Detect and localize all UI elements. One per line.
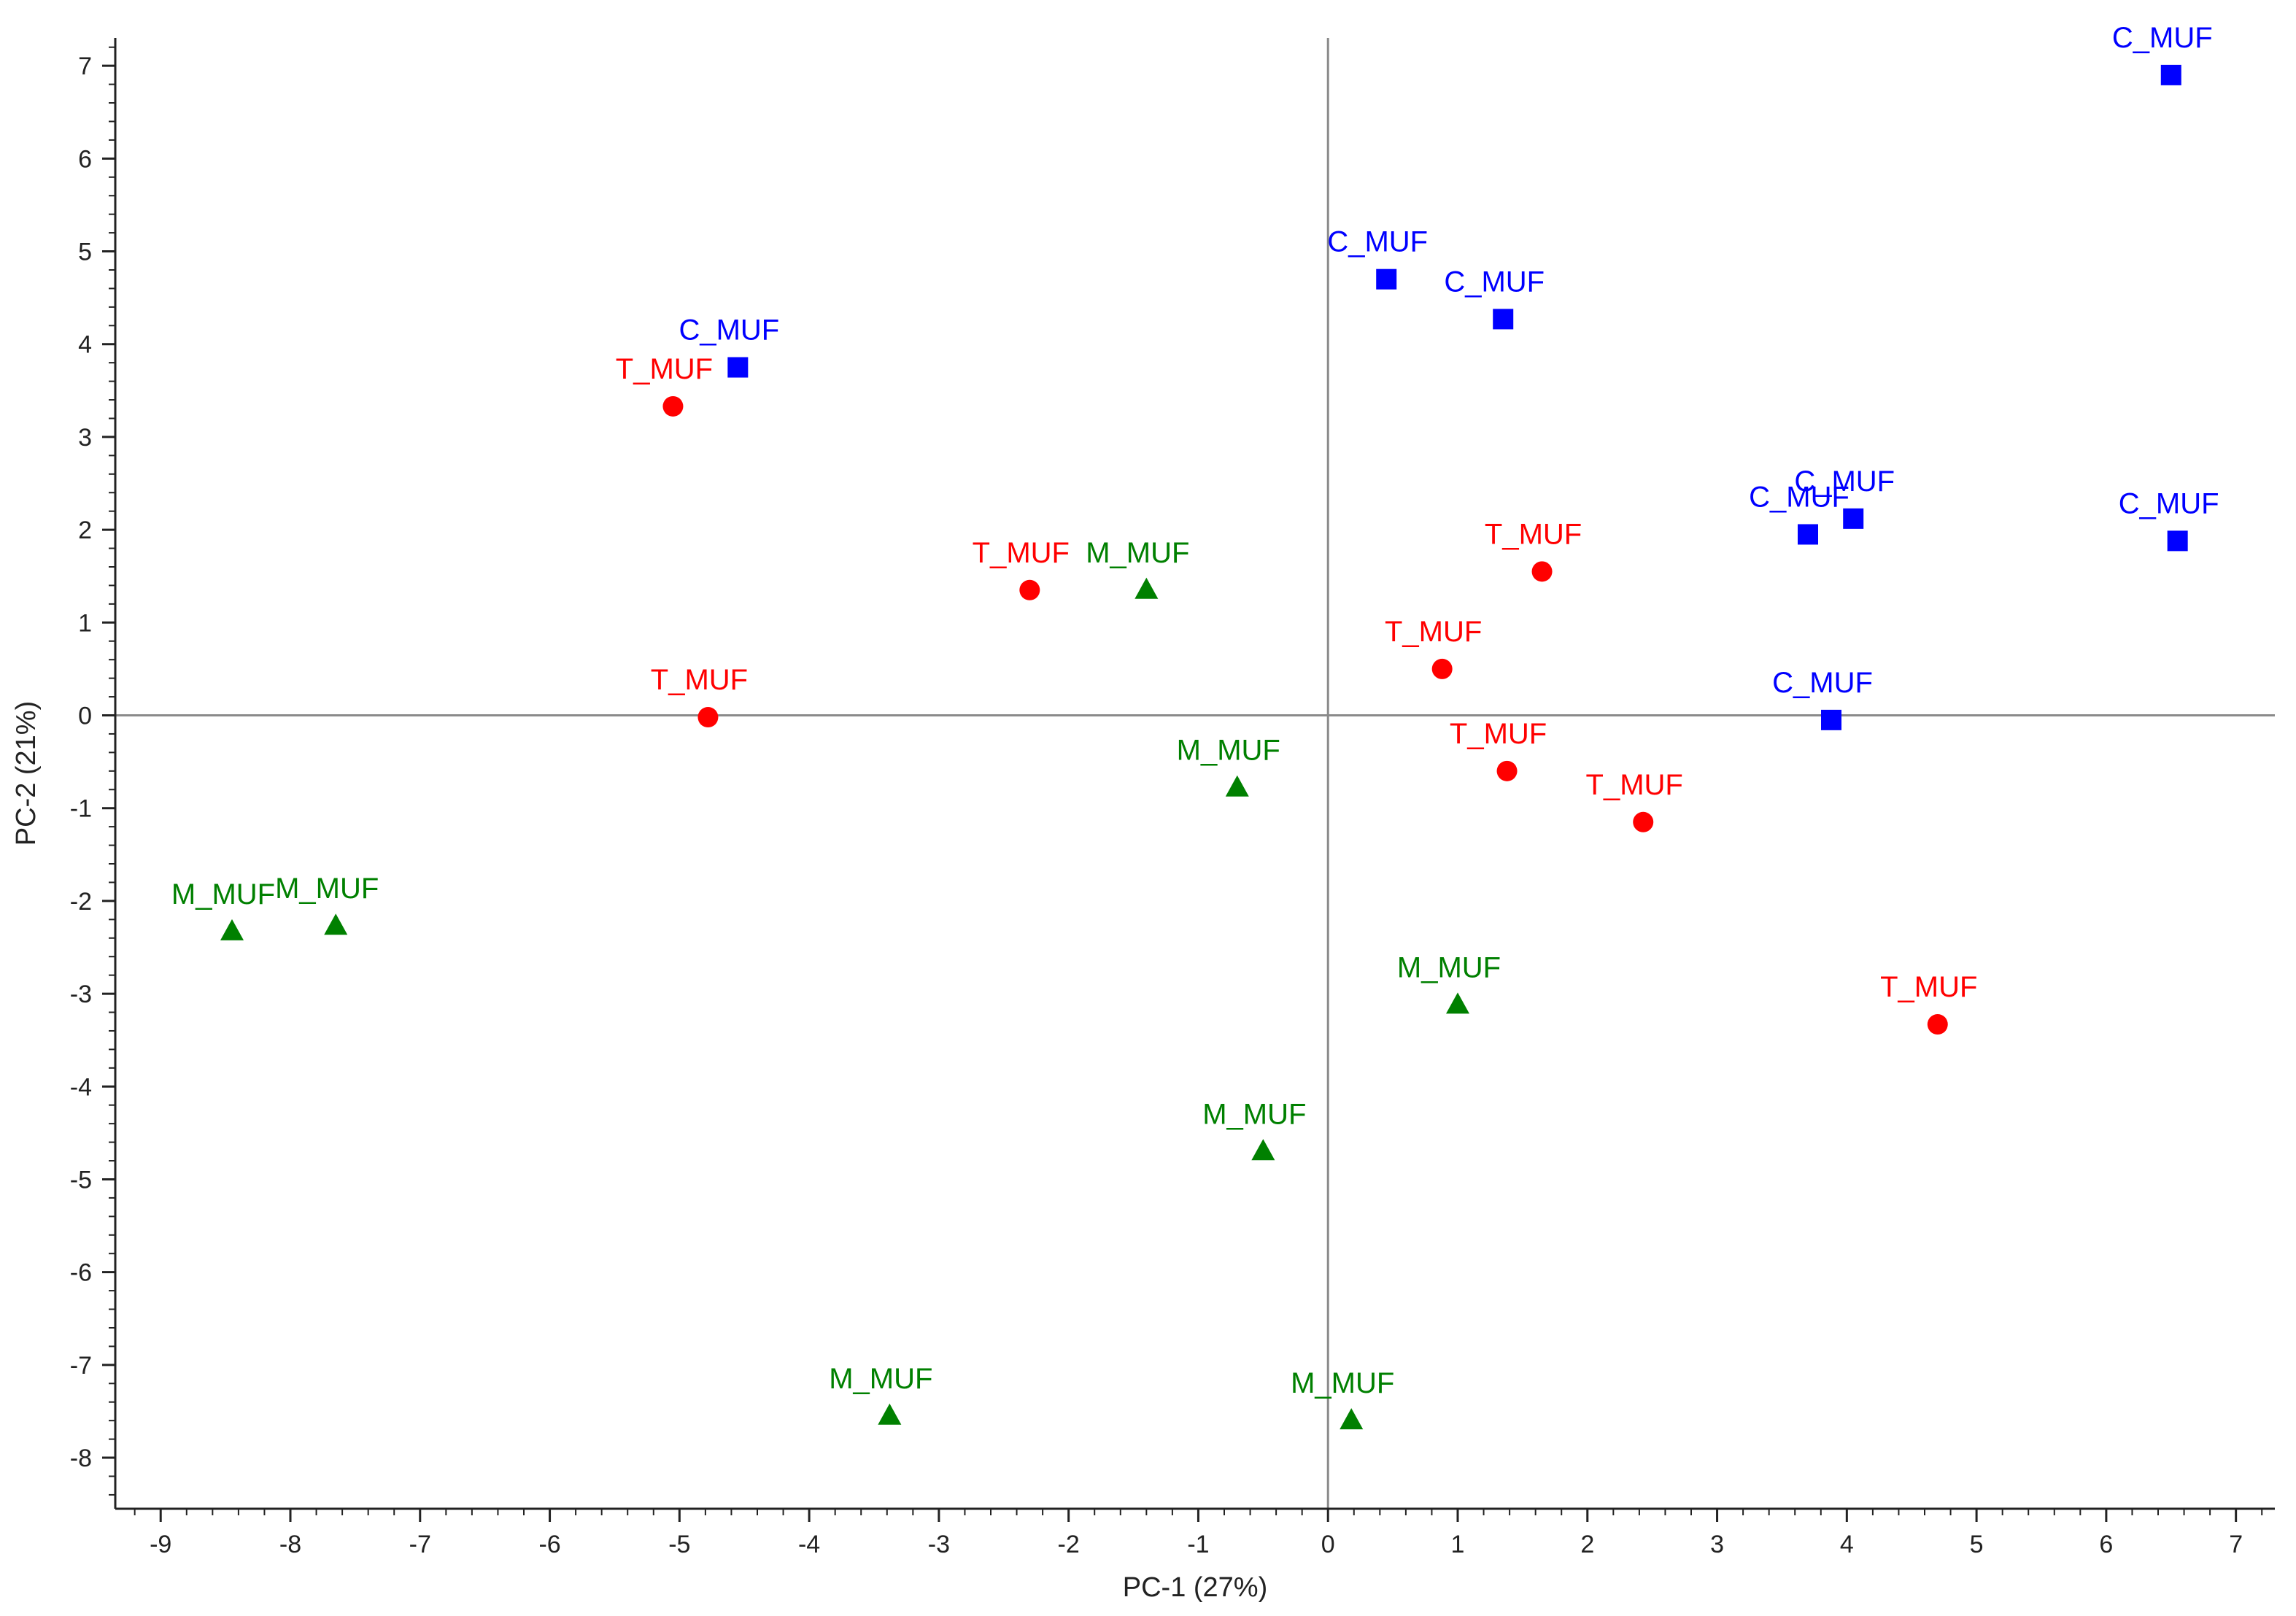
x-axis-ticks: -9 -8 -7 -6 -5 -4 -3 -2 -1 0 1 2 3 4 5 6 7 <box>134 1509 2263 1558</box>
point-label: M_MUF <box>1202 1098 1306 1130</box>
y-tick-label: -2 <box>70 888 92 916</box>
x-tick-label: 2 <box>1580 1531 1594 1558</box>
c-muf-marker <box>1493 309 1514 330</box>
c-muf-marker <box>727 357 749 378</box>
y-tick-label: 5 <box>78 239 92 266</box>
y-tick-label: 4 <box>78 331 92 359</box>
m-muf-marker <box>324 913 348 935</box>
point-label: M_MUF <box>1397 951 1501 983</box>
y-tick-label: -3 <box>70 981 92 1008</box>
point-label: C_MUF <box>1772 667 1873 699</box>
y-tick-label: 6 <box>78 145 92 173</box>
x-tick-label: -6 <box>538 1531 560 1558</box>
point-label: M_MUF <box>1086 537 1189 569</box>
x-tick-label: 1 <box>1451 1531 1465 1558</box>
m-muf-marker <box>1251 1139 1275 1161</box>
y-tick-label: 0 <box>78 703 92 730</box>
point-label: C_MUF <box>1794 465 1895 498</box>
y-tick-label: -8 <box>70 1445 92 1472</box>
x-tick-label: 4 <box>1840 1531 1854 1558</box>
point-label: C_MUF <box>2112 22 2213 54</box>
point-labels: C_MUFC_MUFC_MUFC_MUFC_MUFC_MUFC_MUFC_MUF… <box>171 22 2219 1399</box>
c-muf-marker <box>1376 268 1397 290</box>
point-label: M_MUF <box>829 1363 932 1395</box>
x-tick-label: -7 <box>409 1531 431 1558</box>
t-muf-marker <box>1019 579 1040 600</box>
data-markers <box>220 64 2188 1430</box>
m-muf-marker <box>1340 1408 1364 1430</box>
x-tick-label: -2 <box>1058 1531 1080 1558</box>
point-label: T_MUF <box>1485 518 1582 550</box>
point-label: T_MUF <box>1450 718 1547 750</box>
x-tick-label: 3 <box>1710 1531 1724 1558</box>
y-tick-label: -5 <box>70 1166 92 1194</box>
point-label: T_MUF <box>1385 616 1482 648</box>
x-tick-label: -8 <box>279 1531 301 1558</box>
point-label: M_MUF <box>171 878 275 911</box>
x-tick-label: 5 <box>1970 1531 1984 1558</box>
y-axis-title: PC-2 (21%) <box>11 701 42 846</box>
y-tick-label: 7 <box>78 53 92 80</box>
x-tick-label: -1 <box>1187 1531 1209 1558</box>
x-tick-label: -5 <box>668 1531 690 1558</box>
y-tick-label: 3 <box>78 424 92 452</box>
t-muf-marker <box>1496 760 1518 781</box>
point-label: M_MUF <box>1291 1367 1394 1399</box>
t-muf-marker <box>697 707 719 728</box>
point-label: C_MUF <box>1327 226 1428 258</box>
x-tick-label: -4 <box>798 1531 820 1558</box>
point-label: C_MUF <box>2119 487 2219 519</box>
point-label: T_MUF <box>651 664 748 696</box>
c-muf-marker <box>1821 709 1841 730</box>
m-muf-marker <box>1135 577 1159 599</box>
point-label: T_MUF <box>1880 971 1977 1003</box>
t-muf-marker <box>1431 658 1453 679</box>
c-muf-marker <box>1798 524 1818 545</box>
y-tick-label: 2 <box>78 517 92 544</box>
point-label: C_MUF <box>1749 481 1849 513</box>
x-tick-label: -3 <box>928 1531 950 1558</box>
x-tick-label: 7 <box>2229 1531 2243 1558</box>
t-muf-marker <box>1927 1014 1948 1035</box>
m-muf-marker <box>220 919 244 940</box>
t-muf-marker <box>662 395 684 417</box>
x-tick-label: 6 <box>2099 1531 2113 1558</box>
y-tick-label: -6 <box>70 1259 92 1287</box>
point-label: T_MUF <box>616 353 713 385</box>
t-muf-marker <box>1531 561 1553 582</box>
c-muf-marker <box>2167 530 2188 552</box>
point-label: C_MUF <box>1444 266 1545 298</box>
point-label: C_MUF <box>679 314 779 347</box>
point-label: M_MUF <box>1177 735 1280 767</box>
x-tick-label: 0 <box>1321 1531 1335 1558</box>
point-label: T_MUF <box>973 537 1070 569</box>
y-tick-label: 1 <box>78 609 92 637</box>
y-tick-label: -4 <box>70 1073 92 1101</box>
c-muf-marker <box>2160 64 2181 85</box>
t-muf-marker <box>1633 811 1654 832</box>
y-axis-ticks: -8 -7 -6 -5 -4 -3 -2 -1 0 1 2 3 4 5 6 7 <box>70 46 115 1496</box>
c-muf-marker <box>1843 508 1864 529</box>
y-tick-label: -7 <box>70 1352 92 1380</box>
zero-lines <box>115 38 2275 1509</box>
m-muf-marker <box>878 1403 902 1425</box>
x-tick-label: -9 <box>150 1531 171 1558</box>
m-muf-marker <box>1446 992 1469 1014</box>
point-label: M_MUF <box>275 873 379 905</box>
axes <box>114 38 2275 1510</box>
point-label: T_MUF <box>1586 769 1683 801</box>
x-axis-title: PC-1 (27%) <box>1123 1572 1268 1603</box>
m-muf-marker <box>1225 775 1249 797</box>
y-tick-label: -1 <box>70 795 92 823</box>
